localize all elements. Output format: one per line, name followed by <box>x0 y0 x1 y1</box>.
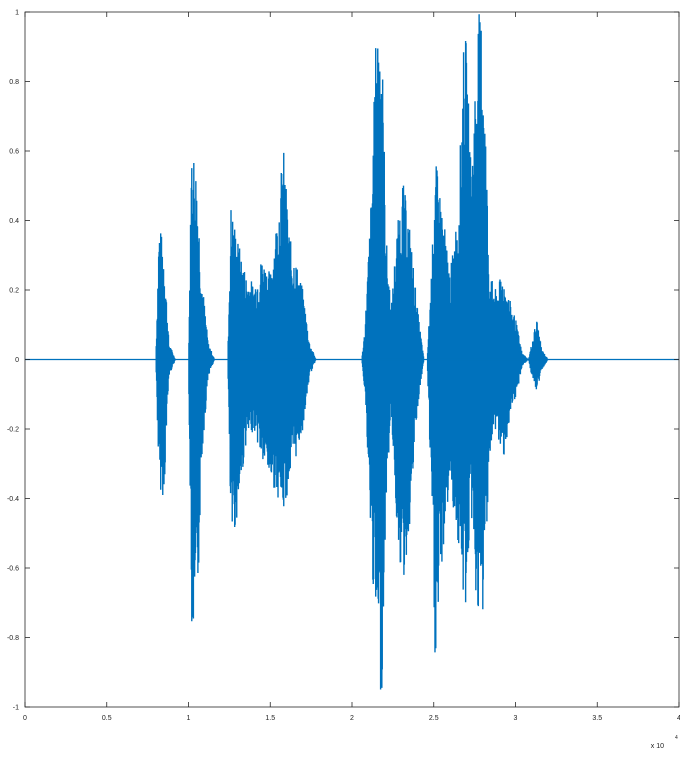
y-tick-label: 0.4 <box>9 218 19 225</box>
x-axis-ticks: 0 0.5 1 1.5 2 2.5 3 3.5 4 <box>23 12 680 722</box>
y-tick-label: 0.8 <box>9 79 19 86</box>
x-tick-label: 1 <box>187 715 191 722</box>
x-tick-label: 2 <box>350 715 354 722</box>
y-tick-label: 0 <box>15 357 19 364</box>
y-tick-label: 0.2 <box>9 288 19 295</box>
y-tick-label: -0.2 <box>7 427 19 434</box>
y-tick-label: -0.4 <box>7 496 19 503</box>
x-axis-exponent-power: 4 <box>675 735 678 741</box>
x-tick-label: 1.5 <box>265 715 275 722</box>
y-tick-label: -1 <box>13 705 19 712</box>
x-tick-label: 3.5 <box>592 715 602 722</box>
y-tick-label: 0.6 <box>9 149 19 156</box>
x-tick-label: 2.5 <box>429 715 439 722</box>
x-tick-label: 0.5 <box>102 715 112 722</box>
y-tick-label: -0.6 <box>7 566 19 573</box>
x-tick-label: 4 <box>677 715 680 722</box>
x-tick-label: 0 <box>23 715 27 722</box>
y-axis-ticks: 1 0.8 0.6 0.4 0.2 0 -0.2 -0.4 -0.6 -0.8 -1 <box>7 10 679 712</box>
x-axis-exponent: x 10 <box>651 743 664 750</box>
x-tick-label: 3 <box>514 715 518 722</box>
y-tick-label: -0.8 <box>7 635 19 642</box>
y-tick-label: 1 <box>15 10 19 17</box>
